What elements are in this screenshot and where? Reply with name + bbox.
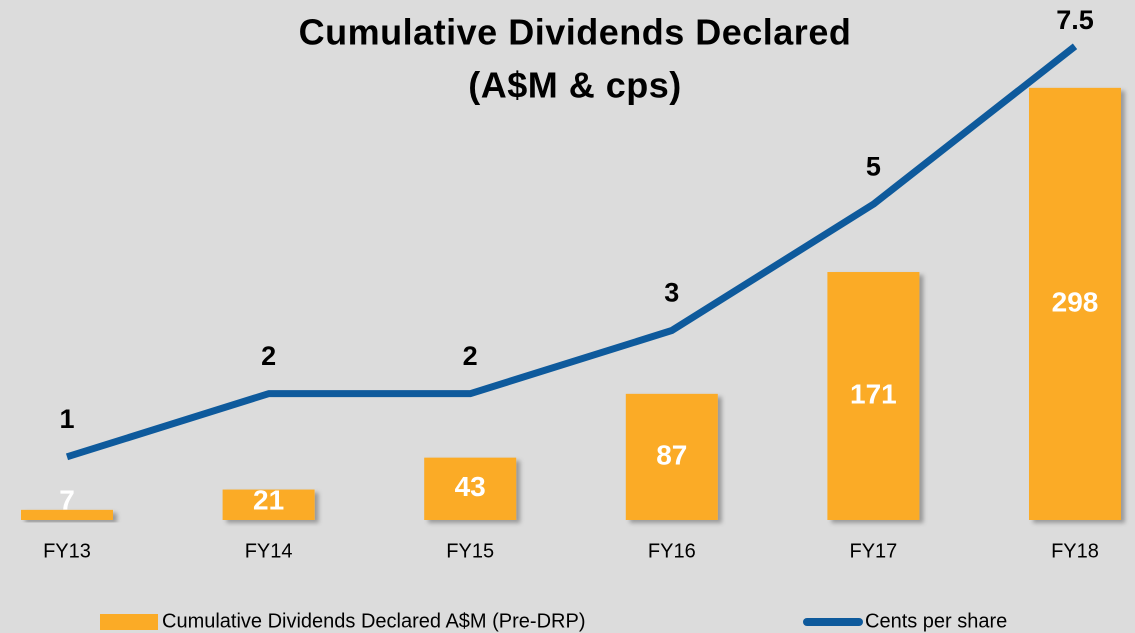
- bar-value-label: 87: [656, 439, 687, 470]
- bar-value-label: 43: [455, 471, 486, 502]
- line-value-label: 2: [261, 341, 276, 371]
- legend-label: Cents per share: [865, 610, 1007, 632]
- chart-title: Cumulative Dividends Declared: [299, 12, 852, 53]
- x-tick-label: FY18: [1051, 540, 1099, 562]
- line: [65, 43, 1078, 461]
- line-value-label: 7.5: [1056, 5, 1094, 35]
- bar-value-label: 171: [850, 378, 897, 409]
- line-value-label: 5: [866, 151, 881, 181]
- bar: [1029, 87, 1121, 521]
- bar: [827, 272, 920, 520]
- bar: [222, 489, 315, 520]
- bar-value-label: 7: [59, 484, 75, 515]
- x-tick-label: FY15: [446, 540, 494, 562]
- bar-value-label: 298: [1052, 286, 1099, 317]
- line-value-label: 1: [59, 404, 74, 434]
- line-value-label: 2: [463, 341, 478, 371]
- bar-value-label: 21: [253, 484, 284, 515]
- legend-swatch: [100, 614, 158, 630]
- x-tick-label: FY16: [648, 540, 696, 562]
- line-value-label: 3: [664, 278, 679, 308]
- chart-subtitle: (A$M & cps): [468, 65, 682, 106]
- bar: [21, 509, 113, 520]
- legend-label: Cumulative Dividends Declared A$M (Pre-D…: [162, 610, 585, 632]
- bar: [625, 393, 718, 520]
- x-tick-label: FY14: [245, 540, 293, 562]
- bar: [424, 457, 517, 520]
- x-tick-label: FY17: [849, 540, 897, 562]
- x-tick-label: FY13: [43, 540, 91, 562]
